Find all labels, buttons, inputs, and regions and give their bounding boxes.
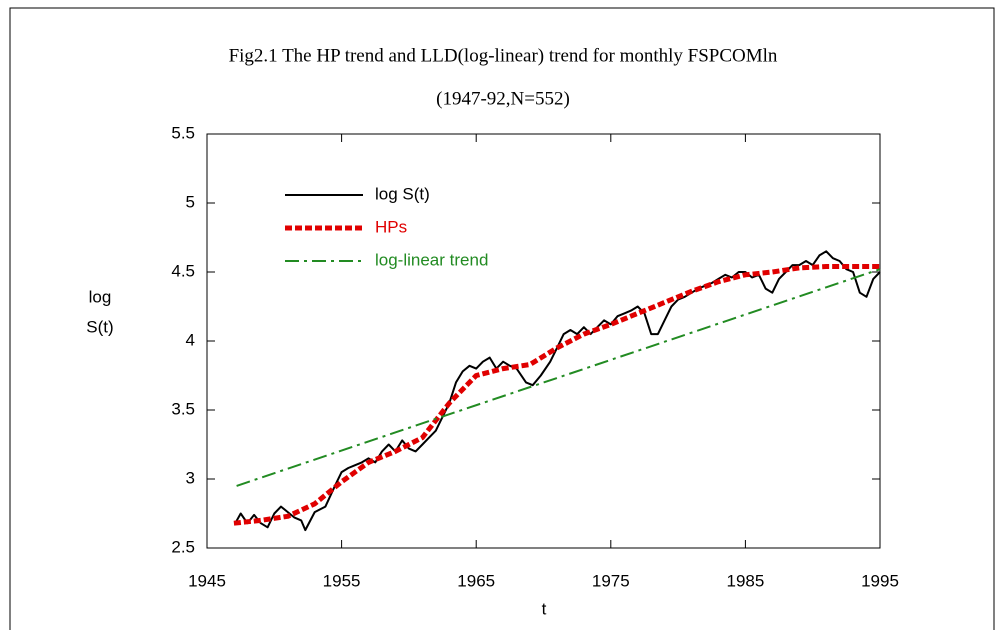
x-tick-label: 1975 <box>592 571 630 590</box>
x-tick-label: 1965 <box>457 571 495 590</box>
chart-title: Fig2.1 The HP trend and LLD(log-linear) … <box>229 45 778 66</box>
y-tick-label: 2.5 <box>171 537 195 556</box>
plot-border <box>206 133 881 549</box>
data-line <box>233 264 880 526</box>
frame <box>9 7 995 630</box>
x-tick-label: 1945 <box>188 571 226 590</box>
data-line <box>234 250 881 532</box>
x-tick-label: 1985 <box>726 571 764 590</box>
chart-subtitle: (1947-92,N=552) <box>436 88 570 109</box>
legend-label: log-linear trend <box>375 250 488 269</box>
y-axis-label: log <box>89 287 112 306</box>
y-tick-label: 3.5 <box>171 399 195 418</box>
x-tick-label: 1955 <box>323 571 361 590</box>
x-axis-label: t <box>542 599 547 618</box>
y-axis-label: S(t) <box>86 317 113 336</box>
y-tick-label: 5 <box>186 192 195 211</box>
data-line <box>236 268 881 487</box>
legend-label: log S(t) <box>375 184 430 203</box>
y-tick-label: 4.5 <box>171 261 195 280</box>
y-tick-label: 5.5 <box>171 123 195 142</box>
legend-label: HPs <box>375 217 407 236</box>
x-tick-label: 1995 <box>861 571 899 590</box>
y-tick-label: 4 <box>186 330 195 349</box>
y-tick-label: 3 <box>186 468 195 487</box>
